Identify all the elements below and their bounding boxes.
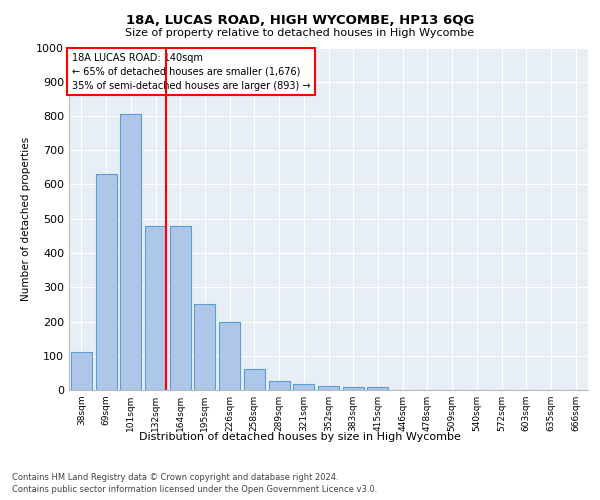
Bar bbox=[269, 381, 290, 390]
Bar bbox=[219, 322, 240, 390]
Text: Contains HM Land Registry data © Crown copyright and database right 2024.: Contains HM Land Registry data © Crown c… bbox=[12, 472, 338, 482]
Bar bbox=[120, 114, 141, 390]
Bar bbox=[194, 304, 215, 390]
Bar bbox=[145, 226, 166, 390]
Text: Size of property relative to detached houses in High Wycombe: Size of property relative to detached ho… bbox=[125, 28, 475, 38]
Bar bbox=[343, 386, 364, 390]
Bar bbox=[367, 386, 388, 390]
Bar bbox=[71, 352, 92, 390]
Y-axis label: Number of detached properties: Number of detached properties bbox=[20, 136, 31, 301]
Text: 18A LUCAS ROAD: 140sqm
← 65% of detached houses are smaller (1,676)
35% of semi-: 18A LUCAS ROAD: 140sqm ← 65% of detached… bbox=[71, 52, 310, 90]
Bar bbox=[170, 226, 191, 390]
Bar bbox=[95, 174, 116, 390]
Bar bbox=[318, 386, 339, 390]
Bar bbox=[244, 370, 265, 390]
Bar bbox=[293, 384, 314, 390]
Text: Contains public sector information licensed under the Open Government Licence v3: Contains public sector information licen… bbox=[12, 485, 377, 494]
Text: Distribution of detached houses by size in High Wycombe: Distribution of detached houses by size … bbox=[139, 432, 461, 442]
Text: 18A, LUCAS ROAD, HIGH WYCOMBE, HP13 6QG: 18A, LUCAS ROAD, HIGH WYCOMBE, HP13 6QG bbox=[126, 14, 474, 27]
